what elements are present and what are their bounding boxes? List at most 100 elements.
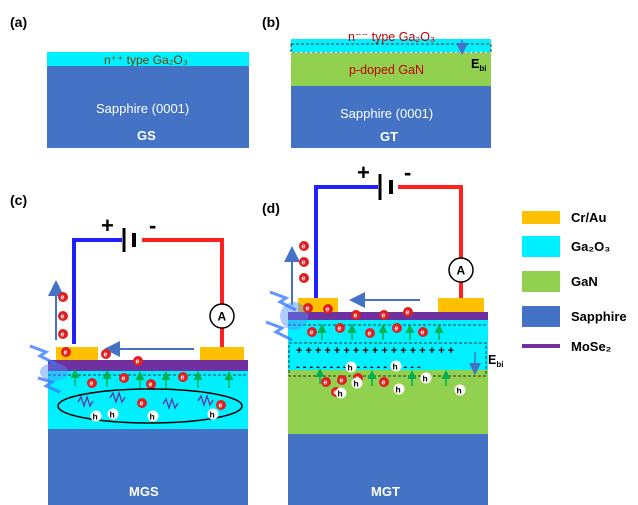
svg-text:h: h (338, 389, 343, 399)
svg-text:e: e (421, 330, 425, 337)
svg-text:e: e (326, 307, 330, 314)
panel-c-electrode-right (200, 347, 244, 360)
svg-text:e: e (324, 380, 328, 387)
svg-text:h: h (210, 410, 215, 420)
panel-d-electrode-right (438, 298, 484, 312)
panel-c-holes: h h h h (90, 408, 219, 422)
panel-d-plus-sign: + (357, 160, 370, 185)
panel-a-substrate-text: Sapphire (0001) (96, 101, 189, 116)
svg-text:e: e (181, 375, 185, 382)
panel-d-light-bolt-icon (269, 290, 297, 312)
panel-c-ammeter (209, 303, 235, 329)
panel-d-label: (d) (262, 200, 280, 216)
svg-text:e: e (149, 382, 153, 389)
svg-text:e: e (140, 401, 144, 408)
svg-text:e: e (406, 310, 410, 317)
panel-b-depletion-box (290, 43, 492, 54)
panel-c-device-label: MGS (129, 484, 159, 499)
svg-text:e: e (61, 314, 65, 321)
svg-text:e: e (302, 276, 306, 283)
svg-text:e: e (354, 313, 358, 320)
panel-b-mid-layer-text: p-doped GaN (349, 63, 424, 77)
panel-d-light-glow (280, 302, 308, 330)
svg-text:e: e (64, 350, 68, 357)
svg-text:e: e (340, 378, 344, 385)
svg-text:e: e (136, 359, 140, 366)
panel-d-ammeter-label: A (457, 264, 466, 278)
panel-a-top-layer-text: n⁺⁺ type Ga₂O₃ (104, 53, 188, 67)
panel-b-label: (b) (262, 14, 280, 30)
svg-text:- - - - - - - - - - - - - - -: - - - - - - - - - - - - - - - - - - - (296, 361, 421, 373)
svg-text:e: e (338, 326, 342, 333)
svg-text:e: e (302, 260, 306, 267)
svg-text:e: e (395, 326, 399, 333)
panel-a-label: (a) (10, 14, 27, 30)
panel-d-green-arrows (315, 324, 451, 386)
panel-b-substrate-text: Sapphire (0001) (340, 106, 433, 121)
panel-d-holes: h h h h h h h (335, 360, 466, 399)
svg-text:e: e (90, 381, 94, 388)
svg-text:e: e (382, 313, 386, 320)
svg-text:h: h (110, 410, 115, 420)
svg-text:h: h (354, 379, 359, 389)
panel-c-light-bolt-icon (29, 344, 57, 366)
panel-d: (d) + - A MGT Ebi + + + + + + + + + + + … (262, 160, 503, 505)
svg-text:e: e (219, 403, 223, 410)
svg-text:e: e (368, 331, 372, 338)
panel-d-light-bolt-icon-2 (265, 320, 293, 342)
panel-b-gan-layer (291, 53, 491, 86)
panel-d-wire-positive (314, 185, 378, 302)
panel-c-ammeter-label: A (218, 310, 227, 324)
panel-b-ga2o3-layer (291, 39, 491, 52)
legend-swatch-ga2o3 (522, 236, 560, 257)
panel-c-green-arrows (70, 369, 234, 388)
legend-label-cr-au: Cr/Au (571, 210, 606, 225)
panel-d-device-label: MGT (371, 484, 400, 499)
legend-label-gan: GaN (571, 274, 598, 289)
svg-text:e: e (302, 244, 306, 251)
panel-b-top-layer-text: n⁻⁻ type Ga₂O₃ (348, 30, 435, 44)
panel-c-mose2-layer (48, 360, 248, 371)
svg-text:e: e (61, 295, 65, 302)
panel-d-negative-charges: - - - - - - - - - - - - - - - - - - - (296, 361, 421, 373)
panel-c-light-glow (40, 363, 68, 381)
panel-b: (b) n⁻⁻ type Ga₂O₃ p-doped GaN Ebi Sapph… (262, 14, 492, 148)
legend-label-mose2: MoSe₂ (571, 339, 612, 354)
svg-text:h: h (348, 363, 353, 373)
panel-a: (a) n⁺⁺ type Ga₂O₃ Sapphire (0001) GS (10, 14, 249, 148)
legend-label-ga2o3: Ga₂O₃ (571, 239, 610, 254)
svg-text:h: h (150, 412, 155, 422)
panel-a-ga2o3-layer (47, 52, 249, 66)
panel-a-sapphire-substrate (47, 66, 249, 148)
panel-c-electrons-layer: e e e e (87, 372, 188, 389)
legend: Cr/Au Ga₂O₃ GaN Sapphire MoSe₂ (522, 210, 627, 354)
svg-text:h: h (457, 386, 462, 396)
panel-c-sapphire-substrate (48, 429, 248, 505)
svg-text:h: h (93, 412, 98, 422)
panel-d-field-label: Ebi (488, 353, 503, 369)
svg-text:h: h (396, 385, 401, 395)
panel-c-label: (c) (10, 192, 27, 208)
panel-c-electrons-ellipse: e e (137, 398, 226, 410)
legend-label-sapphire: Sapphire (571, 309, 627, 324)
legend-swatch-mose2 (522, 344, 560, 348)
panel-d-minus-sign: - (404, 160, 411, 185)
panel-c: (c) + - A MGS e e e e e e (10, 192, 248, 505)
svg-text:h: h (393, 362, 398, 372)
svg-text:e: e (310, 330, 314, 337)
panel-d-positive-charges: + + + + + + + + + + + + + + + + + (296, 345, 454, 357)
svg-text:e: e (122, 376, 126, 383)
panel-c-minus-sign: - (149, 213, 156, 238)
panel-b-sapphire-substrate (291, 86, 491, 148)
panel-c-plus-sign: + (101, 213, 114, 238)
svg-text:+ + + + + + + + + + + + + + +: + + + + + + + + + + + + + + + + + (296, 345, 454, 357)
legend-swatch-cr-au (522, 211, 560, 224)
panel-b-device-label: GT (380, 129, 398, 144)
panel-c-recombination-zone (57, 388, 243, 424)
panel-a-device-label: GS (137, 128, 156, 143)
panel-d-sapphire-substrate (288, 434, 488, 505)
svg-text:e: e (104, 352, 108, 359)
svg-text:e: e (306, 306, 310, 313)
panel-c-light-bolt-icon-2 (37, 376, 61, 394)
